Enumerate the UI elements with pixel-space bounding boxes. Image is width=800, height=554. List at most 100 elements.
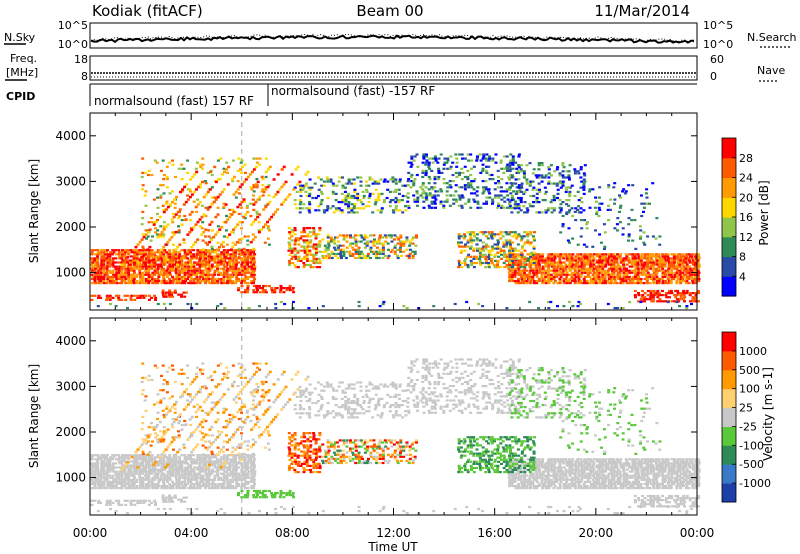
heatmap-cell: [168, 482, 172, 486]
heatmap-cell: [683, 296, 687, 299]
heatmap-cell: [222, 269, 226, 272]
heatmap-cell: [233, 243, 237, 246]
heatmap-cell: [576, 263, 580, 266]
heatmap-cell: [586, 221, 589, 224]
heatmap-cell: [369, 256, 372, 260]
heatmap-cell: [96, 259, 100, 262]
heatmap-cell: [660, 277, 664, 281]
heatmap-cell: [490, 261, 494, 265]
heatmap-cell: [127, 273, 131, 276]
heatmap-cell: [616, 273, 620, 276]
heatmap-cell: [160, 169, 163, 172]
heatmap-cell: [655, 282, 659, 285]
heatmap-cell: [127, 474, 131, 477]
heatmap-cell: [676, 292, 680, 295]
heatmap-cell: [243, 273, 247, 276]
heatmap-cell: [178, 214, 182, 218]
heatmap-cell: [356, 250, 360, 253]
heatmap-cell: [168, 470, 172, 473]
heatmap-cell: [189, 255, 193, 258]
heatmap-cell: [108, 474, 112, 477]
heatmap-cell: [696, 267, 700, 270]
heatmap-cell: [90, 478, 94, 481]
heatmap-cell: [625, 282, 629, 285]
heatmap-cell: [513, 233, 517, 236]
heatmap-cell: [406, 200, 410, 203]
heatmap-cell: [649, 261, 653, 264]
heatmap-cell: [535, 261, 539, 264]
noise-search-label: N.Search: [747, 31, 797, 44]
heatmap-cell: [506, 198, 510, 201]
heatmap-cell: [199, 279, 203, 283]
heatmap-cell: [637, 269, 640, 272]
heatmap-cell: [518, 188, 522, 191]
heatmap-cell: [311, 196, 315, 200]
heatmap-cell: [580, 201, 584, 204]
heatmap-cell: [586, 273, 590, 276]
heatmap-cell: [150, 456, 154, 459]
heatmap-cell: [190, 482, 194, 486]
heatmap-cell: [467, 186, 471, 189]
heatmap-cell: [226, 468, 230, 471]
heatmap-cell: [142, 235, 146, 239]
heatmap-cell: [147, 253, 151, 256]
heatmap-cell: [178, 243, 182, 246]
heatmap-cell: [512, 190, 516, 193]
heatmap-cell: [187, 259, 191, 262]
heatmap-cell: [510, 480, 514, 483]
heatmap-cell: [630, 277, 634, 281]
heatmap-cell: [142, 282, 146, 285]
heatmap-cell: [600, 277, 604, 281]
heatmap-cell: [108, 279, 112, 283]
heatmap-cell: [651, 265, 655, 268]
heatmap-cell: [595, 212, 599, 216]
heatmap-cell: [156, 282, 160, 285]
heatmap-cell: [400, 199, 404, 202]
heatmap-cell: [500, 167, 504, 170]
heatmap-cell: [555, 275, 559, 278]
heatmap-cell: [320, 192, 324, 195]
heatmap-cell: [627, 282, 631, 285]
heatmap-cell: [241, 482, 245, 486]
heatmap-cell: [697, 289, 700, 293]
heatmap-cell: [312, 231, 316, 234]
heatmap-cell: [238, 476, 242, 479]
heatmap-cell: [494, 194, 498, 197]
heatmap-cell: [379, 178, 383, 181]
heatmap-cell: [519, 239, 523, 242]
heatmap-cell: [654, 257, 658, 260]
heatmap-cell: [153, 265, 157, 268]
heatmap-cell: [124, 271, 127, 274]
heatmap-cell: [433, 194, 437, 197]
heatmap-cell: [171, 269, 175, 272]
heatmap-cell: [93, 294, 97, 297]
heatmap-cell: [643, 263, 647, 266]
heatmap-cell: [336, 252, 340, 255]
heatmap-cell: [523, 231, 527, 234]
heatmap-cell: [166, 257, 169, 260]
heatmap-cell: [209, 256, 213, 259]
heatmap-cell: [521, 245, 524, 248]
heatmap-cell: [195, 462, 199, 465]
heatmap-cell: [220, 190, 224, 194]
heatmap-cell: [543, 176, 547, 179]
heatmap-cell: [513, 261, 517, 265]
heatmap-cell: [234, 251, 238, 254]
heatmap-cell: [141, 184, 145, 187]
heatmap-cell: [251, 238, 255, 241]
heatmap-cell: [510, 176, 514, 179]
heatmap-cell: [359, 201, 363, 204]
heatmap-cell: [163, 456, 166, 459]
heatmap-cell: [194, 240, 198, 244]
heatmap-cell: [213, 282, 217, 285]
heatmap-cell: [469, 247, 472, 250]
heatmap-cell: [598, 261, 602, 264]
heatmap-cell: [646, 257, 649, 260]
plot-title-radar: Kodiak (fitACF): [92, 2, 203, 20]
heatmap-cell: [430, 194, 434, 197]
heatmap-cell: [260, 190, 264, 193]
heatmap-cell: [180, 249, 184, 252]
heatmap-cell: [580, 263, 584, 266]
heatmap-cell: [175, 261, 178, 264]
heatmap-cell: [562, 253, 566, 256]
